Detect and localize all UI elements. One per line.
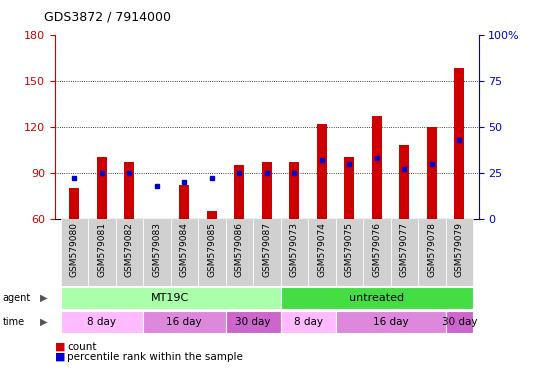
Text: GSM579074: GSM579074: [317, 222, 326, 277]
Text: time: time: [3, 317, 25, 327]
Bar: [446, 311, 473, 333]
Bar: [60, 287, 280, 309]
Bar: [317, 124, 327, 219]
Text: GSM579083: GSM579083: [152, 222, 161, 277]
Text: agent: agent: [3, 293, 31, 303]
Text: GSM579080: GSM579080: [70, 222, 79, 277]
Bar: [97, 157, 107, 219]
Bar: [143, 219, 170, 286]
Text: GSM579075: GSM579075: [345, 222, 354, 277]
Bar: [69, 188, 79, 219]
Text: GDS3872 / 7914000: GDS3872 / 7914000: [44, 10, 171, 23]
Text: GSM579076: GSM579076: [372, 222, 381, 277]
Bar: [207, 211, 217, 219]
Text: 8 day: 8 day: [87, 317, 116, 327]
Bar: [226, 311, 280, 333]
Bar: [280, 287, 473, 309]
Text: GSM579082: GSM579082: [125, 222, 134, 277]
Text: GSM579085: GSM579085: [207, 222, 216, 277]
Bar: [336, 311, 446, 333]
Text: GSM579086: GSM579086: [235, 222, 244, 277]
Text: 30 day: 30 day: [442, 317, 477, 327]
Bar: [427, 127, 437, 219]
Bar: [308, 219, 336, 286]
Bar: [372, 116, 382, 219]
Text: untreated: untreated: [349, 293, 404, 303]
Text: ■: ■: [55, 352, 65, 362]
Bar: [262, 162, 272, 219]
Bar: [143, 311, 226, 333]
Text: 8 day: 8 day: [294, 317, 322, 327]
Bar: [124, 162, 134, 219]
Text: percentile rank within the sample: percentile rank within the sample: [67, 352, 243, 362]
Bar: [280, 219, 308, 286]
Text: GSM579079: GSM579079: [455, 222, 464, 277]
Text: 16 day: 16 day: [167, 317, 202, 327]
Text: GSM579084: GSM579084: [180, 222, 189, 277]
Bar: [418, 219, 446, 286]
Bar: [280, 311, 336, 333]
Bar: [363, 219, 390, 286]
Text: MT19C: MT19C: [151, 293, 190, 303]
Text: GSM579077: GSM579077: [400, 222, 409, 277]
Bar: [336, 219, 363, 286]
Bar: [390, 219, 418, 286]
Text: GSM579087: GSM579087: [262, 222, 271, 277]
Bar: [234, 165, 244, 219]
Text: GSM579073: GSM579073: [290, 222, 299, 277]
Bar: [198, 219, 226, 286]
Text: count: count: [67, 342, 97, 352]
Bar: [179, 185, 189, 219]
Text: ■: ■: [55, 342, 65, 352]
Text: ▶: ▶: [40, 293, 47, 303]
Bar: [60, 219, 88, 286]
Text: 16 day: 16 day: [373, 317, 408, 327]
Bar: [446, 219, 473, 286]
Text: GSM579078: GSM579078: [427, 222, 436, 277]
Text: ▶: ▶: [40, 317, 47, 327]
Text: GSM579081: GSM579081: [97, 222, 106, 277]
Bar: [88, 219, 116, 286]
Bar: [399, 145, 409, 219]
Bar: [60, 311, 143, 333]
Bar: [344, 157, 354, 219]
Bar: [116, 219, 143, 286]
Bar: [226, 219, 253, 286]
Bar: [454, 68, 464, 219]
Bar: [289, 162, 299, 219]
Bar: [253, 219, 280, 286]
Bar: [170, 219, 198, 286]
Text: 30 day: 30 day: [235, 317, 271, 327]
